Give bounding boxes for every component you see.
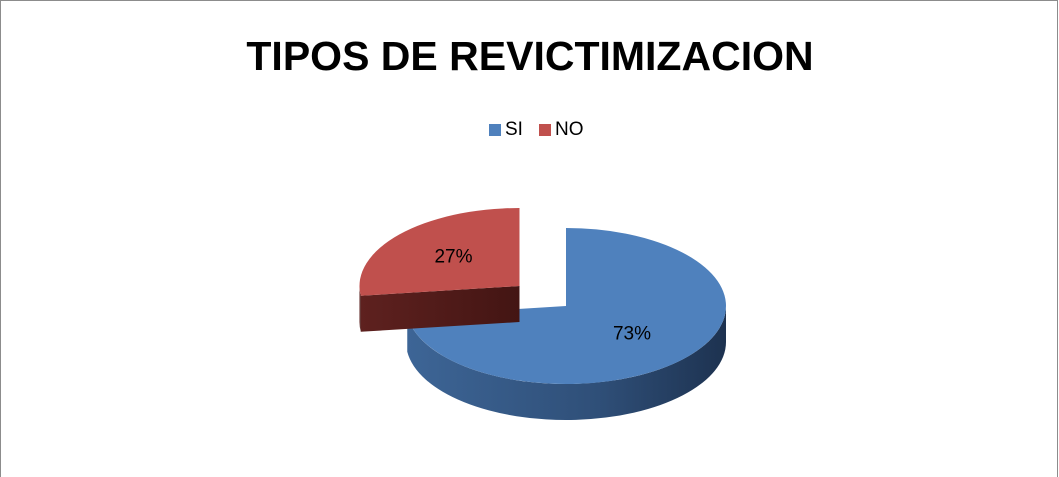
legend-swatch (539, 124, 551, 136)
legend: SI NO (489, 119, 584, 140)
data-label: 27% (434, 247, 472, 268)
slice (407, 228, 726, 385)
slice-side (407, 306, 726, 421)
data-labels: 73% 27% (434, 247, 651, 345)
slice-side (359, 286, 361, 332)
legend-label: NO (555, 119, 584, 140)
chart-title: TIPOS DE REVICTIMIZACION (246, 33, 813, 79)
slice (359, 208, 520, 296)
slice-face (360, 286, 520, 332)
legend-swatch (489, 124, 501, 136)
pie (359, 208, 726, 421)
legend-label: SI (505, 119, 523, 140)
data-label: 73% (613, 323, 651, 344)
